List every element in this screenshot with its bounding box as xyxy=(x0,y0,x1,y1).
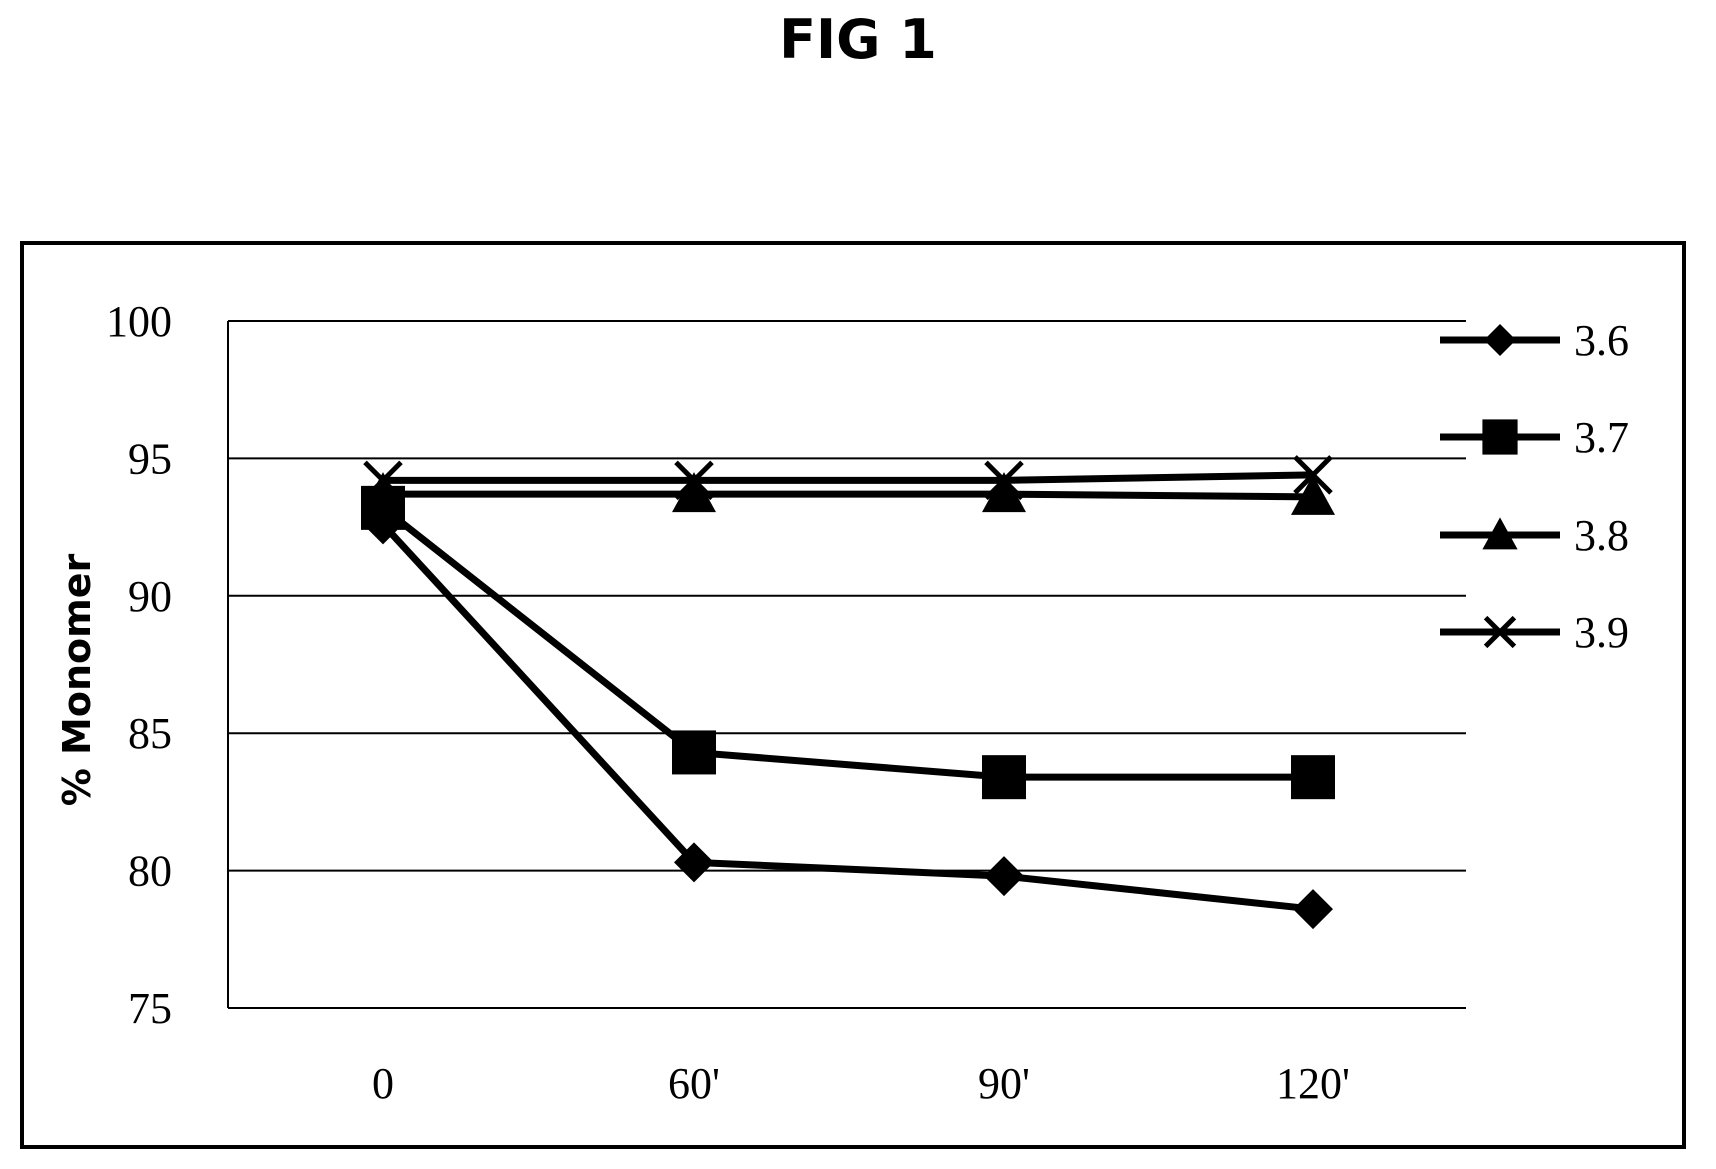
data-point-3.7-1 xyxy=(672,730,716,775)
y-axis-label: % Monomer xyxy=(55,553,99,806)
x-axis-ticks: 0 60' 90' 120' xyxy=(372,1059,1350,1108)
x-tick-label: 60' xyxy=(668,1059,720,1108)
legend-label: 3.6 xyxy=(1574,316,1629,365)
y-tick-label: 75 xyxy=(128,984,172,1033)
legend-item-3.7: 3.7 xyxy=(1440,413,1629,462)
legend-label: 3.9 xyxy=(1574,608,1629,657)
data-point-3.9-2 xyxy=(984,460,1024,501)
legend-marker xyxy=(1484,324,1516,356)
series-line-3.7 xyxy=(380,505,1313,781)
series-3.9 xyxy=(363,455,1333,501)
legend-marker xyxy=(1483,615,1517,649)
data-point-3.9-0 xyxy=(363,460,403,501)
x-tick-label: 0 xyxy=(372,1059,394,1108)
data-point-3.8-0 xyxy=(361,472,405,513)
data-point-3.7-3 xyxy=(1291,755,1335,800)
data-point-3.6-3 xyxy=(1293,889,1333,930)
data-point-3.9-1 xyxy=(674,460,714,501)
chart-border xyxy=(20,241,1686,1149)
data-point-3.8-3 xyxy=(1291,474,1335,515)
data-point-3.6-2 xyxy=(984,856,1024,897)
data-point-3.8-1 xyxy=(672,472,716,513)
y-tick-label: 90 xyxy=(128,572,172,621)
figure-title: FIG 1 xyxy=(779,8,937,71)
series-3.8 xyxy=(361,472,1335,515)
legend-item-3.8: 3.8 xyxy=(1440,511,1629,560)
series-3.6 xyxy=(363,504,1333,930)
y-tick-label: 100 xyxy=(106,297,172,346)
series-line-3.8 xyxy=(383,490,1314,501)
legend-item-3.9: 3.9 xyxy=(1440,608,1629,657)
legend: 3.6 3.7 3.8 3.9 xyxy=(1440,316,1629,657)
x-tick-label: 120' xyxy=(1276,1059,1350,1108)
series-line-3.9 xyxy=(383,471,1314,484)
y-axis-ticks: 100 95 90 85 80 75 xyxy=(106,297,172,1033)
data-point-3.9-3 xyxy=(1293,455,1333,495)
data-point-3.8-2 xyxy=(982,472,1026,513)
x-tick-label: 90' xyxy=(978,1059,1030,1108)
y-tick-label: 80 xyxy=(128,847,172,896)
series-line-3.6 xyxy=(380,521,1314,913)
legend-marker xyxy=(1482,517,1518,550)
y-tick-label: 85 xyxy=(128,709,172,758)
legend-marker xyxy=(1482,419,1518,455)
y-tick-label: 95 xyxy=(128,434,172,483)
legend-label: 3.7 xyxy=(1574,413,1629,462)
legend-item-3.6: 3.6 xyxy=(1440,316,1629,365)
gridlines xyxy=(227,320,1466,1009)
legend-label: 3.8 xyxy=(1574,511,1629,560)
data-point-3.7-2 xyxy=(982,755,1026,800)
series-group xyxy=(361,455,1335,930)
data-point-3.6-1 xyxy=(674,842,714,883)
